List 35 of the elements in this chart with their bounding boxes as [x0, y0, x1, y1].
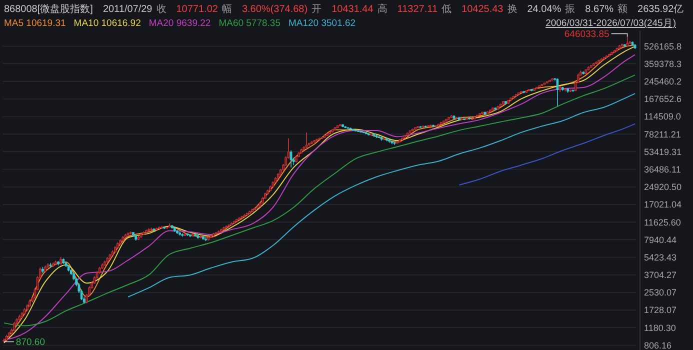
y-tick-label: 245460.2 [644, 76, 682, 87]
text: MA20 9639.22 [148, 18, 211, 29]
text: 2006/03/31-2026/07/03(245月) [546, 18, 676, 29]
candlestick [290, 150, 292, 168]
y-tick-label: 78211.21 [644, 129, 681, 140]
y-tick-label: 114509.0 [644, 112, 681, 122]
candlestick [556, 78, 559, 107]
y-tick-label: 806.16 [644, 340, 672, 350]
y-tick-label: 1728.07 [644, 305, 677, 316]
candlestick [13, 321, 16, 332]
chart-title: 868008[微盘股指数] [4, 3, 94, 15]
y-tick-label: 167652.6 [644, 94, 682, 104]
y-tick-label: 11625.60 [644, 217, 681, 228]
annotation: 646033.85 [564, 29, 610, 40]
y-tick-label: 53419.31 [644, 146, 682, 157]
annotation: 870.60 [16, 337, 45, 348]
text: 2011/07/29 收 10771.02 幅 3.60%(374.68) 开 10431.44 高 11327.11 低 10425.43 换 24.04% 振 8.67% 额 2635.92亿 [102, 4, 684, 15]
y-tick-label: 2530.07 [644, 288, 677, 298]
y-tick-label: 5423.43 [644, 252, 677, 262]
y-tick-label: 36486.11 [644, 164, 681, 174]
line-series [458, 123, 636, 186]
y-tick-label: 24920.50 [644, 182, 682, 192]
text: MA10 10616.92 [74, 18, 141, 29]
candlestick [305, 132, 308, 148]
y-tick-label: 3704.27 [644, 270, 677, 280]
y-tick-label: 17021.04 [644, 200, 682, 210]
y-tick-label: 526165.8 [644, 41, 682, 52]
candlestick [626, 36, 628, 47]
text: MA60 5778.35 [218, 18, 280, 29]
y-tick-label: 7940.44 [644, 234, 677, 245]
text: MA5 10619.31 [4, 18, 66, 29]
line-series [128, 93, 636, 298]
y-tick-label: 359378.3 [644, 58, 682, 69]
y-tick-label: 1180.30 [644, 322, 676, 333]
text: MA120 3501.62 [288, 18, 356, 29]
